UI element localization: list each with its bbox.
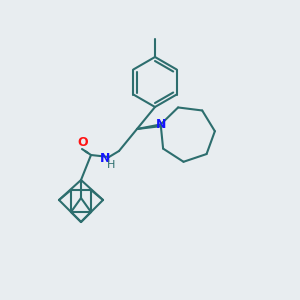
Text: N: N [155, 118, 166, 131]
Text: N: N [100, 152, 110, 166]
Text: H: H [107, 160, 115, 170]
Text: O: O [78, 136, 88, 149]
